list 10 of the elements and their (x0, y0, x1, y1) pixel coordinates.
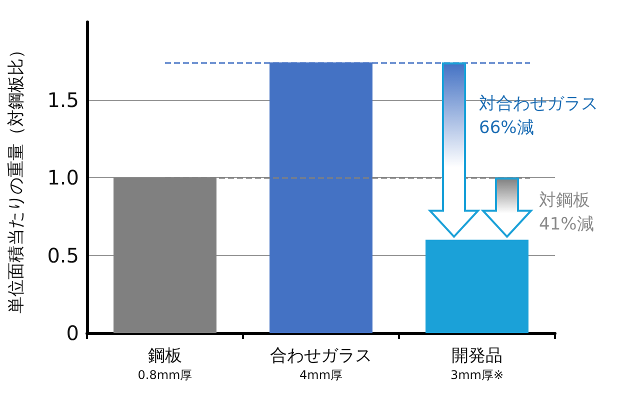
annotation: 対鋼板 41%減 (539, 190, 594, 234)
annotation: 対合わせガラス 66%減 (479, 94, 598, 138)
y-tick-label: 1.5 (47, 88, 79, 112)
y-tick-label: 0.5 (47, 243, 79, 268)
x-tick-label: 開発品 3mm厚※ (450, 346, 504, 382)
x-tick-label: 鋼板 0.8mm厚 (138, 346, 192, 382)
x-tick-label: 合わせガラス 4mm厚 (270, 346, 372, 382)
y-axis-title: 単位面積当たりの重量（対鋼板比） (6, 42, 26, 314)
y-tick-label: 0 (66, 321, 79, 345)
y-tick-label: 1.0 (47, 166, 79, 190)
